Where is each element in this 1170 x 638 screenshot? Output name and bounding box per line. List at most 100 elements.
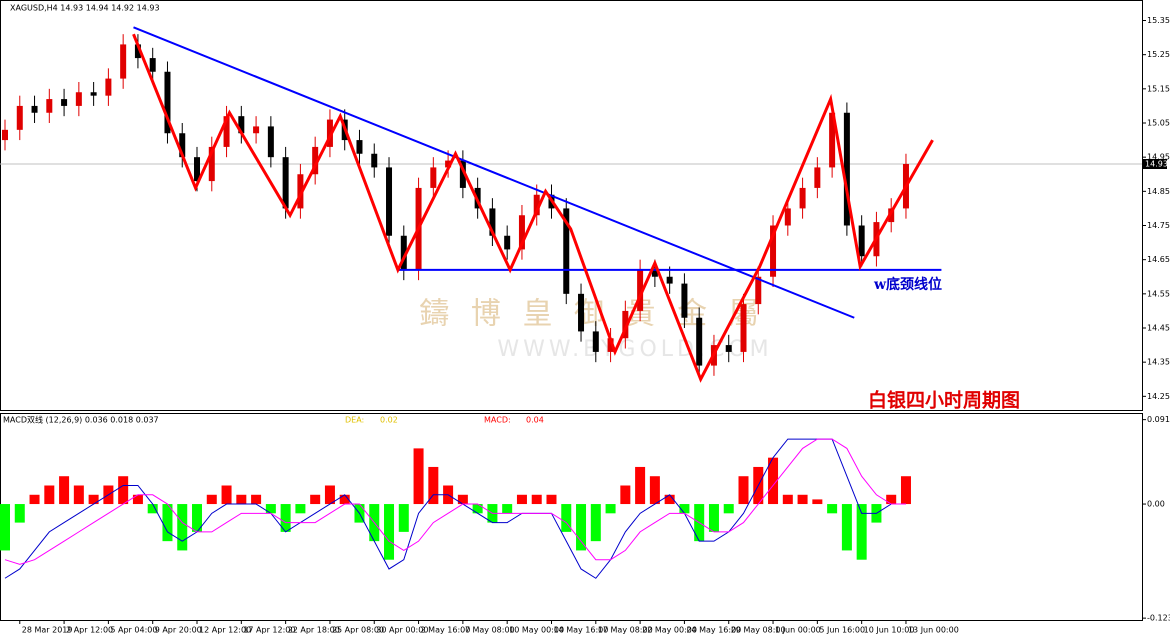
candle-body — [681, 283, 688, 318]
macd-bar — [0, 504, 10, 551]
candle-body — [755, 276, 762, 305]
candle-body — [843, 112, 850, 226]
candle-body — [356, 140, 363, 154]
macd-bar — [856, 504, 867, 560]
candle-body — [445, 160, 452, 168]
macd-bar — [177, 504, 188, 551]
macd-bar — [44, 485, 55, 505]
macd-bar — [324, 485, 335, 505]
candle-body — [696, 317, 703, 366]
macd-bar — [886, 494, 897, 505]
candle-body — [312, 146, 319, 175]
macd-bar — [59, 476, 70, 505]
candle-body — [651, 269, 658, 277]
y-tick-label: -0.123 — [1147, 614, 1170, 623]
candle-body — [179, 133, 186, 158]
macd-bar — [782, 494, 793, 505]
macd-bar — [546, 494, 557, 505]
candle-body — [607, 338, 614, 352]
candle-body — [459, 160, 466, 188]
last-price-box — [1143, 159, 1167, 169]
zigzag-line — [132, 33, 934, 383]
macd-bar — [797, 494, 808, 505]
y-tick-label: 14.55 — [1147, 289, 1170, 298]
x-tick-label: 28 Mar 2019 — [22, 626, 73, 635]
candle-body — [149, 58, 156, 72]
candle-body — [61, 99, 68, 106]
trend-line — [133, 26, 855, 319]
candle-body — [858, 225, 865, 257]
macd-bar — [295, 504, 306, 514]
dea-label: DEA: — [345, 416, 364, 425]
x-tick-label: 22 May 00:00 — [642, 626, 697, 635]
price-panel-frame — [0, 0, 1143, 411]
x-tick-label: 10 May 00:00 — [509, 626, 564, 635]
x-tick-label: 10 Jun 10:00 — [864, 626, 915, 635]
macd-bar — [841, 504, 852, 551]
macd-bar — [73, 485, 84, 505]
x-tick-label: 30 Apr 00:00 — [376, 626, 428, 635]
macd-bar — [531, 494, 542, 505]
macd-bar — [649, 476, 660, 505]
candle-body — [386, 167, 393, 236]
macd-bar — [723, 504, 734, 514]
y-tick-label: 15.35 — [1147, 16, 1170, 25]
macd-bar — [251, 494, 262, 505]
macd-bar — [679, 504, 690, 514]
x-tick-label: 9 Apr 20:00 — [155, 626, 202, 635]
macd-bar — [280, 504, 291, 532]
macd-bar — [265, 504, 276, 514]
y-tick-label: 14.85 — [1147, 187, 1170, 196]
candle-body — [400, 235, 407, 270]
x-tick-label: 2 May 16:00 — [421, 626, 471, 635]
candle-body — [637, 269, 644, 311]
candle-body — [194, 157, 201, 182]
y-tick-label: 0.00 — [1147, 500, 1165, 509]
macd-bar — [635, 466, 646, 505]
candle-body — [46, 99, 53, 113]
macd-bar — [472, 504, 483, 514]
x-tick-label: 12 Apr 12:00 — [199, 626, 251, 635]
macd-bar — [221, 485, 232, 505]
macd-bar — [900, 476, 911, 505]
macd-bar — [576, 504, 587, 551]
candle-body — [297, 174, 304, 209]
candle-body — [223, 116, 230, 147]
macd-bar — [206, 494, 217, 505]
macd-bar — [192, 504, 203, 532]
candle-body — [120, 44, 127, 79]
macd-bar — [413, 448, 424, 505]
macd-bar — [827, 504, 838, 514]
candle-body — [666, 276, 673, 284]
candle-body — [105, 78, 112, 96]
macd-bar — [428, 466, 439, 505]
y-tick-label: 14.75 — [1147, 221, 1170, 230]
candle-body — [371, 153, 378, 168]
candle-body — [518, 215, 525, 250]
dea-value: 0.02 — [380, 416, 398, 425]
x-tick-label: 17 May 08:00 — [598, 626, 653, 635]
candle-body — [489, 208, 496, 236]
x-tick-label: 29 May 08:00 — [731, 626, 786, 635]
candle-body — [622, 310, 629, 339]
candle-body — [164, 71, 171, 134]
x-tick-label: 7 May 08:00 — [465, 626, 515, 635]
x-tick-label: 2 Apr 12:00 — [66, 626, 113, 635]
macd-value: 0.04 — [526, 416, 544, 425]
y-tick-label: 14.25 — [1147, 392, 1170, 401]
chart-annotation: 白银四小时周期图 — [868, 389, 1020, 412]
macd-bar — [384, 504, 395, 560]
macd-bar — [738, 476, 749, 505]
y-tick-label: 15.15 — [1147, 84, 1170, 93]
x-tick-label: 1 Jun 00:00 — [775, 626, 821, 635]
last-price-label: 14.93 — [1145, 160, 1168, 169]
macd-line — [4, 438, 906, 565]
macd-bar — [768, 457, 779, 505]
candle-body — [75, 92, 82, 106]
macd-bar — [561, 504, 572, 532]
y-tick-label: 14.45 — [1147, 324, 1170, 333]
x-tick-label: 22 Apr 18:00 — [288, 626, 340, 635]
symbol-header: XAGUSD,H4 14.93 14.94 14.92 14.93 — [10, 4, 160, 13]
x-tick-label: 5 Jun 16:00 — [819, 626, 865, 635]
candle-body — [770, 225, 777, 277]
